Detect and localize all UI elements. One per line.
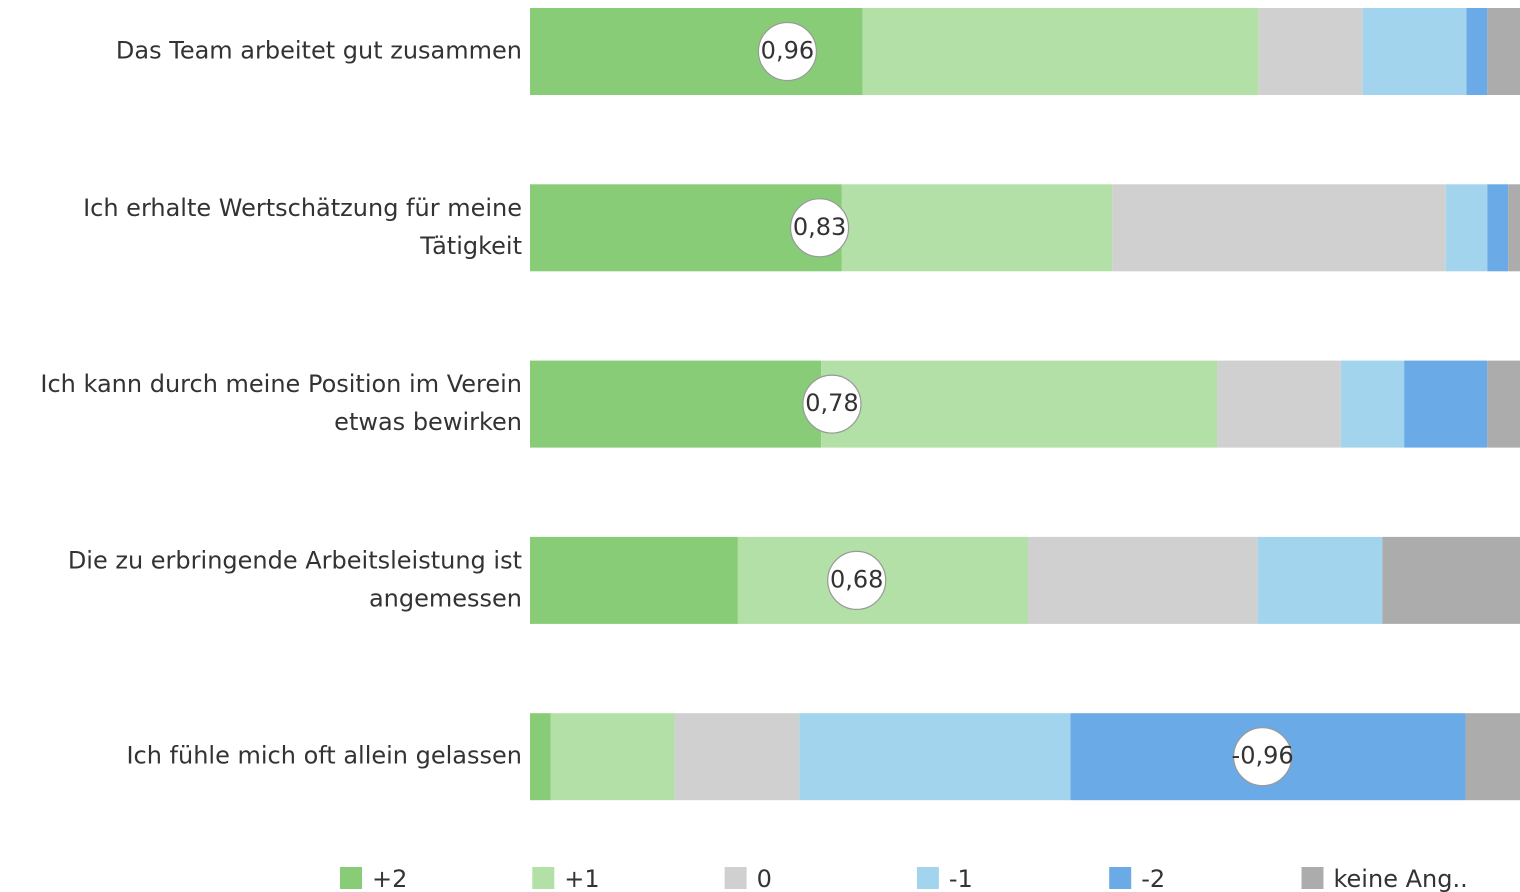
legend-label: -2 [1141, 865, 1165, 892]
mean-label: 0,83 [793, 213, 846, 241]
bar-segment [1487, 360, 1520, 448]
category-label: Ich fühle mich oft allein gelassen [126, 742, 522, 770]
category-label: angemessen [369, 584, 522, 612]
legend-label: -1 [949, 865, 973, 892]
bar-segment [674, 713, 800, 801]
category-label: Die zu erbringende Arbeitsleistung ist [68, 546, 522, 574]
legend-swatch [916, 867, 939, 889]
bar-segment [841, 184, 1113, 272]
bar-segment [1027, 536, 1258, 624]
mean-marker [757, 21, 818, 82]
mean-marker [1232, 727, 1293, 787]
legend-label: 0 [757, 865, 772, 892]
bar-segment [530, 536, 738, 624]
bar-segment [1258, 8, 1363, 95]
mean-label: -0,96 [1232, 742, 1294, 770]
bar-segment [1257, 536, 1383, 624]
bar-segment [799, 713, 1071, 801]
bar-segment [862, 8, 1259, 95]
mean-marker [789, 198, 850, 258]
bar-segment [1340, 360, 1405, 448]
bar-segment [821, 360, 1218, 448]
bar-segment [1404, 360, 1488, 448]
category-label: Tätigkeit [419, 232, 522, 260]
bar-segment [1382, 536, 1520, 624]
mean-marker [827, 550, 887, 611]
bar-segment [1217, 360, 1341, 448]
bar-segment [1465, 713, 1520, 801]
legend-label: keine Ang.. [1334, 865, 1468, 892]
category-label: Ich erhalte Wertschätzung für meine [83, 194, 522, 222]
bar-segment [530, 713, 551, 801]
mean-label: 0,68 [830, 565, 883, 593]
bar-segment [1112, 184, 1446, 272]
bar-segment [550, 713, 675, 801]
bar-segment [1487, 184, 1509, 272]
bar-segment [1487, 8, 1520, 95]
bar-segment [1466, 8, 1488, 95]
category-label: Das Team arbeitet gut zusammen [116, 37, 522, 65]
bar-segment [1445, 184, 1488, 272]
legend-label: +2 [372, 865, 407, 892]
bar-segment [1362, 8, 1467, 95]
legend-swatch [1109, 867, 1132, 889]
bar-segment [530, 360, 822, 448]
category-label: Ich kann durch meine Position im Verein [40, 370, 522, 398]
mean-label: 0,96 [761, 37, 814, 65]
category-label: etwas bewirken [334, 408, 522, 436]
bar-segment [1508, 184, 1520, 272]
mean-marker [802, 374, 862, 434]
legend-swatch [724, 867, 747, 889]
legend-swatch [1301, 867, 1324, 889]
legend-swatch [340, 867, 362, 889]
legend-swatch [532, 867, 555, 889]
bar-segment [530, 184, 842, 272]
legend-label: +1 [564, 865, 599, 892]
mean-label: 0,78 [805, 389, 858, 417]
